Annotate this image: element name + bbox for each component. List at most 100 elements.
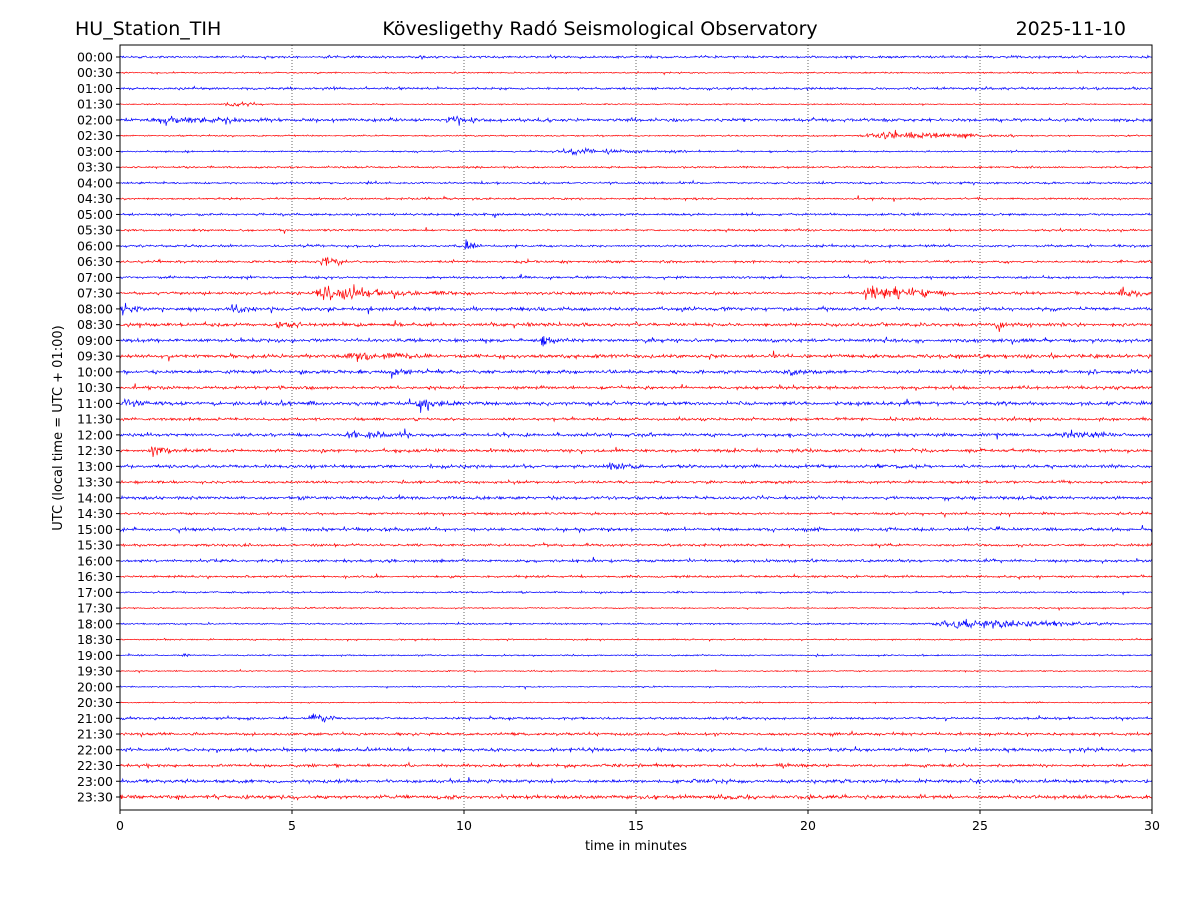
traces	[119, 53, 1153, 801]
y-tick-label: 01:30	[77, 97, 113, 112]
trace-1730	[119, 606, 1153, 612]
trace-0300	[119, 146, 1153, 157]
y-tick-label: 18:30	[77, 632, 113, 647]
y-tick-label: 19:00	[77, 648, 113, 663]
trace-2230	[119, 761, 1153, 770]
x-axis-label: time in minutes	[585, 839, 687, 854]
y-ticks: 00:0000:3001:0001:3002:0002:3003:0003:30…	[77, 50, 120, 805]
y-tick-label: 12:30	[77, 443, 113, 458]
grid-lines	[291, 45, 981, 810]
y-tick-label: 23:00	[77, 774, 113, 789]
y-tick-label: 12:00	[77, 427, 113, 442]
x-tick-label: 5	[288, 818, 296, 833]
y-tick-label: 14:30	[77, 506, 113, 521]
trace-0030	[119, 69, 1153, 76]
y-tick-label: 09:30	[77, 349, 113, 364]
trace-1930	[119, 668, 1153, 674]
y-tick-label: 00:00	[77, 50, 113, 65]
y-tick-label: 01:00	[77, 81, 113, 96]
trace-0900	[119, 336, 1153, 347]
y-tick-label: 16:00	[77, 553, 113, 568]
trace-1530	[119, 541, 1153, 549]
y-tick-label: 17:30	[77, 601, 113, 616]
y-tick-label: 20:30	[77, 695, 113, 710]
trace-0530	[119, 227, 1153, 234]
x-tick-label: 20	[800, 818, 816, 833]
trace-1900	[119, 652, 1153, 658]
trace-2030	[119, 700, 1153, 705]
y-tick-label: 16:30	[77, 569, 113, 584]
trace-1200	[119, 428, 1153, 440]
trace-1300	[119, 462, 1153, 471]
trace-2200	[119, 746, 1153, 754]
y-tick-label: 13:00	[77, 459, 113, 474]
x-ticks: 0 5 10 15 20 25 30	[116, 810, 1160, 833]
y-tick-label: 10:30	[77, 380, 113, 395]
trace-1130	[119, 415, 1153, 423]
trace-0330	[119, 165, 1153, 170]
y-tick-label: 08:00	[77, 301, 113, 316]
trace-1330	[119, 478, 1153, 486]
trace-0600	[119, 239, 1153, 250]
trace-0400	[120, 179, 1153, 186]
y-tick-label: 11:00	[77, 396, 113, 411]
x-tick-label: 25	[972, 818, 988, 833]
trace-1700	[119, 589, 1153, 596]
y-tick-label: 22:00	[77, 742, 113, 757]
trace-0130	[119, 100, 1153, 108]
trace-1030	[119, 383, 1153, 391]
y-tick-label: 11:30	[77, 412, 113, 427]
trace-1100	[119, 398, 1153, 413]
trace-0100	[119, 85, 1153, 92]
y-tick-label: 23:30	[77, 790, 113, 805]
trace-1600	[119, 556, 1153, 565]
trace-1400	[119, 493, 1153, 502]
y-tick-label: 00:30	[77, 65, 113, 80]
y-tick-label: 06:30	[77, 254, 113, 269]
y-tick-label: 02:00	[77, 112, 113, 127]
y-tick-label: 15:00	[77, 522, 113, 537]
trace-0800	[119, 302, 1153, 316]
y-tick-label: 04:30	[77, 191, 113, 206]
trace-2100	[119, 713, 1153, 723]
y-tick-label: 17:00	[77, 585, 113, 600]
trace-1830	[119, 637, 1153, 642]
x-tick-label: 15	[628, 818, 644, 833]
y-tick-label: 22:30	[77, 758, 113, 773]
station-label: HU_Station_TIH	[75, 18, 221, 40]
y-tick-label: 08:30	[77, 317, 113, 332]
trace-0630	[119, 256, 1153, 267]
trace-2130	[119, 730, 1153, 738]
trace-1630	[119, 573, 1153, 581]
trace-2330	[119, 793, 1153, 801]
y-tick-label: 13:30	[77, 475, 113, 490]
chart-title: Kövesligethy Radó Seismological Observat…	[382, 18, 817, 40]
y-tick-label: 05:30	[77, 223, 113, 238]
trace-0230	[119, 129, 1153, 140]
trace-1000	[119, 367, 1153, 379]
y-tick-label: 10:00	[77, 364, 113, 379]
trace-1230	[119, 446, 1153, 458]
y-tick-label: 20:00	[77, 679, 113, 694]
y-tick-label: 07:30	[77, 286, 113, 301]
x-tick-label: 30	[1144, 818, 1160, 833]
y-tick-label: 03:30	[77, 160, 113, 175]
date-label: 2025-11-10	[1016, 18, 1126, 40]
y-tick-label: 21:00	[77, 711, 113, 726]
y-tick-label: 02:30	[77, 128, 113, 143]
y-tick-label: 05:00	[77, 207, 113, 222]
y-tick-label: 18:00	[77, 616, 113, 631]
y-tick-label: 15:30	[77, 538, 113, 553]
trace-2300	[119, 777, 1153, 786]
y-tick-label: 14:00	[77, 490, 113, 505]
y-tick-label: 19:30	[77, 664, 113, 679]
y-tick-label: 21:30	[77, 727, 113, 742]
y-axis-label: UTC (local time = UTC + 01:00)	[51, 325, 66, 530]
y-tick-label: 07:00	[77, 270, 113, 285]
y-tick-label: 06:00	[77, 238, 113, 253]
x-tick-label: 10	[456, 818, 472, 833]
trace-1500	[119, 525, 1153, 535]
y-tick-label: 04:00	[77, 175, 113, 190]
x-tick-label: 0	[116, 818, 124, 833]
